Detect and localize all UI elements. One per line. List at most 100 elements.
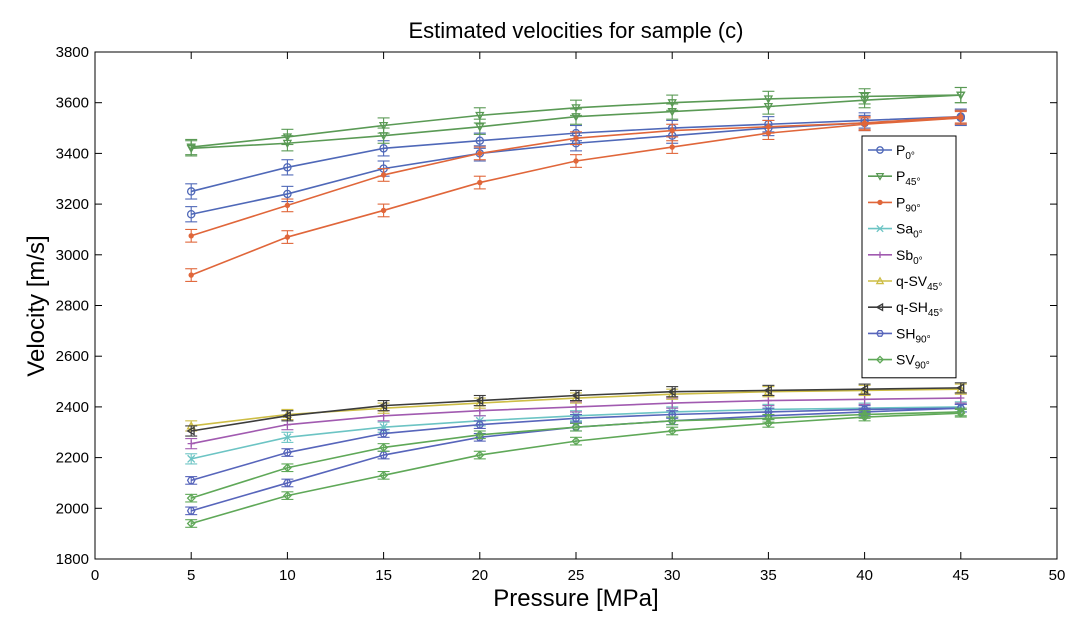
series-sv-90-line xyxy=(185,407,967,503)
data-point xyxy=(956,91,966,101)
data-point xyxy=(186,209,196,219)
data-point xyxy=(763,102,774,112)
data-point xyxy=(573,135,579,141)
data-point xyxy=(475,420,485,429)
data-point xyxy=(283,448,292,457)
data-point xyxy=(186,187,196,196)
legend-label: P90° xyxy=(896,194,920,214)
legend-entry: P45° xyxy=(868,168,920,188)
data-point xyxy=(380,172,387,178)
data-point xyxy=(573,158,579,164)
y-axis: 1800 2000 2200 2400 2600 2800 3000 3200 3400 3600… xyxy=(56,44,1057,568)
data-point xyxy=(186,507,196,515)
x-tick-label: 50 xyxy=(1049,567,1066,584)
data-point xyxy=(571,436,581,446)
data-point xyxy=(283,433,292,442)
data-point xyxy=(379,429,388,438)
data-point xyxy=(282,411,291,421)
legend-label: q-SH45° xyxy=(896,299,943,319)
legend-entry: Sa0° xyxy=(868,221,923,241)
data-point xyxy=(667,99,677,108)
data-point xyxy=(764,396,772,405)
y-tick-label: 3000 xyxy=(56,247,89,264)
data-point xyxy=(186,518,196,529)
series-q-sh-45-line xyxy=(185,382,967,437)
data-point xyxy=(283,163,292,172)
x-tick-label: 20 xyxy=(471,567,488,584)
data-point xyxy=(477,150,483,157)
data-point xyxy=(282,491,292,501)
y-tick-label: 3200 xyxy=(56,196,89,213)
data-point xyxy=(669,127,675,134)
data-point xyxy=(958,115,964,121)
data-point xyxy=(378,132,389,141)
data-point xyxy=(571,104,581,113)
legend-label: P45° xyxy=(896,168,920,188)
data-point xyxy=(475,123,485,132)
data-point xyxy=(379,451,388,459)
y-tick-label: 3600 xyxy=(56,95,89,112)
data-point xyxy=(763,418,773,428)
y-axis-label: Velocity [m/s] xyxy=(23,235,50,376)
data-point xyxy=(859,96,870,106)
legend-entry: P90° xyxy=(868,194,920,214)
data-point xyxy=(186,144,196,154)
data-point xyxy=(571,422,581,432)
data-point xyxy=(187,440,195,448)
y-tick-label: 2400 xyxy=(56,399,89,416)
x-axis-label: Pressure [MPa] xyxy=(493,585,658,612)
legend-label: q-SV45° xyxy=(896,273,942,293)
data-point xyxy=(860,412,870,422)
legend-entry: SV90° xyxy=(868,352,930,372)
data-point xyxy=(188,233,194,239)
data-point xyxy=(572,403,580,411)
legend-label: P0° xyxy=(896,142,915,162)
data-point xyxy=(475,450,485,460)
x-axis: 0 5 10 15 20 25 30 35 40 45 50 xyxy=(91,52,1066,584)
data-point xyxy=(475,136,485,145)
series-p-90-band xyxy=(185,111,967,282)
data-point xyxy=(186,476,196,485)
data-point xyxy=(282,139,293,149)
legend-marker xyxy=(875,172,885,181)
data-point xyxy=(379,470,389,480)
legend-marker xyxy=(875,276,885,285)
data-point xyxy=(282,463,292,473)
data-point xyxy=(668,399,676,407)
data-point xyxy=(378,121,389,131)
series-layer xyxy=(185,86,967,529)
legend-marker xyxy=(875,302,884,312)
x-tick-label: 40 xyxy=(856,567,873,584)
legend-entry: q-SV45° xyxy=(868,273,942,293)
series-p-45-band xyxy=(185,86,967,157)
data-point xyxy=(378,400,388,411)
legend-marker xyxy=(876,146,884,154)
data-point xyxy=(956,408,966,418)
data-point xyxy=(475,430,485,440)
legend-entry: q-SH45° xyxy=(868,299,943,319)
data-point xyxy=(571,414,581,423)
data-point xyxy=(765,130,772,136)
y-tick-label: 2200 xyxy=(56,450,89,467)
data-point xyxy=(667,426,677,436)
legend-label: SH90° xyxy=(896,325,931,345)
data-point xyxy=(283,421,291,429)
y-tick-label: 2800 xyxy=(56,298,89,315)
x-tick-label: 15 xyxy=(375,567,392,584)
legend-label: Sb0° xyxy=(896,247,923,267)
legend: P0° P45° P90° Sa0° Sb0° q-SV45° q-SH45° SH90° SV… xyxy=(861,135,957,379)
data-point xyxy=(763,385,772,396)
x-tick-label: 25 xyxy=(568,567,585,584)
data-point xyxy=(667,108,677,117)
x-tick-label: 10 xyxy=(279,567,296,584)
y-tick-label: 3800 xyxy=(56,44,89,61)
y-tick-label: 1800 xyxy=(56,551,89,568)
data-point xyxy=(284,234,291,240)
x-tick-label: 0 xyxy=(91,567,99,584)
y-tick-label: 3400 xyxy=(56,145,89,162)
data-point xyxy=(861,395,869,403)
data-point xyxy=(379,144,388,153)
legend-label: SV90° xyxy=(896,352,930,372)
legend-label: Sa0° xyxy=(896,221,923,241)
